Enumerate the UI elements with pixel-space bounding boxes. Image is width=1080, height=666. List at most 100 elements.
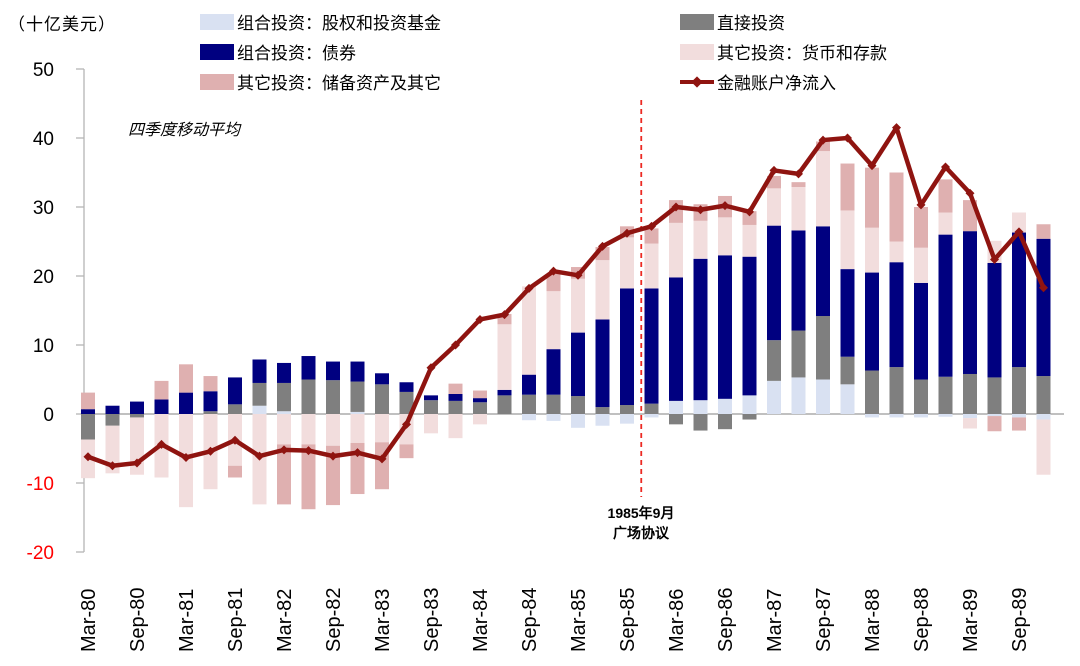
bar-segment-equity	[963, 414, 977, 419]
bar-segment-reserve	[301, 444, 316, 510]
bar-segment-reserve	[228, 465, 242, 478]
bar-segment-bonds	[497, 389, 512, 396]
bar-segment-currency	[326, 414, 340, 446]
bar-segment-bonds	[399, 382, 414, 392]
bar-segment-direct	[228, 404, 242, 414]
legend-label: 直接投资	[717, 14, 785, 33]
net-inflow-marker	[279, 445, 289, 455]
net-inflow-marker	[598, 241, 607, 251]
x-tick-label: Mar-89	[960, 589, 982, 652]
bar-segment-equity	[644, 414, 659, 418]
x-tick-label: Sep-81	[225, 588, 247, 653]
bar-segment-direct	[865, 370, 879, 414]
net-inflow-marker	[83, 452, 93, 462]
net-inflow-marker	[916, 200, 926, 210]
bar-segment-direct	[203, 411, 218, 414]
bar-segment-equity	[522, 414, 536, 421]
bar-segment-direct	[571, 396, 585, 414]
bar-segment-bonds	[130, 401, 144, 414]
bar-segment-bonds	[669, 277, 683, 401]
net-inflow-marker	[720, 201, 730, 211]
net-inflow-marker	[377, 454, 387, 464]
bar-segment-bonds	[375, 373, 389, 385]
x-tick-label: Sep-84	[519, 588, 541, 653]
bar-segment-direct	[522, 394, 536, 414]
bar-segment-currency	[350, 414, 365, 443]
bar-segment-bonds	[203, 391, 218, 412]
x-tick-label: Sep-80	[127, 588, 149, 653]
bar-segment-bonds	[252, 359, 267, 383]
bar-segment-currency	[497, 324, 512, 390]
x-tick-label: Sep-86	[715, 588, 737, 653]
net-inflow-marker	[769, 165, 779, 175]
net-inflow-marker	[157, 439, 166, 449]
bar-segment-equity	[571, 414, 585, 428]
bar-segment-reserve	[914, 207, 928, 248]
bar-segment-reserve	[816, 141, 830, 152]
bar-segment-currency	[889, 241, 904, 263]
net-inflow-marker	[524, 283, 534, 293]
y-tick-label: 20	[33, 267, 54, 288]
legend-item-other-reserve: 其它投资：储备资产及其它	[200, 69, 441, 94]
legend-label: 组合投资：股权和投资基金	[237, 14, 441, 33]
bar-segment-direct	[791, 330, 806, 378]
bar-segment-equity	[693, 400, 708, 414]
bar-segment-direct	[473, 402, 487, 414]
plaza-accord-date: 1985年9月	[607, 505, 675, 521]
bar-segment-equity	[914, 414, 928, 418]
bar-segment-equity	[546, 414, 561, 421]
legend-label: 其它投资：储备资产及其它	[237, 74, 441, 93]
bar-segment-reserve	[938, 179, 953, 213]
bar-segment-reserve	[277, 444, 291, 505]
net-inflow-marker	[941, 162, 950, 172]
bar-segment-currency	[1036, 419, 1051, 475]
net-inflow-marker	[573, 270, 583, 280]
net-inflow-marker	[108, 461, 117, 471]
bar-segment-direct	[326, 380, 340, 414]
net-inflow-marker	[745, 207, 754, 217]
bar-segment-equity	[840, 384, 855, 414]
bar-segment-currency	[473, 414, 487, 425]
x-tick-label: Sep-89	[1009, 588, 1031, 653]
x-tick-label: Mar-81	[176, 589, 198, 652]
bar-segment-bonds	[865, 272, 879, 371]
bar-segment-currency	[522, 286, 536, 375]
x-tick-label: Sep-87	[813, 588, 835, 653]
bar-segment-bonds	[963, 231, 977, 374]
net-inflow-marker	[794, 169, 803, 179]
legend-item-net-inflow-line: 金融账户净流入	[680, 69, 836, 94]
bar-segment-currency	[669, 222, 683, 278]
net-inflow-marker	[206, 446, 215, 456]
bar-segment-bonds	[81, 409, 95, 414]
bar-segment-equity	[767, 380, 781, 414]
net-inflow-marker	[1014, 227, 1024, 237]
net-inflow-marker	[328, 451, 338, 461]
y-axis-unit-label: （十亿美元）	[8, 15, 116, 34]
bar-segment-bonds	[105, 405, 120, 414]
bar-segment-direct	[669, 414, 683, 425]
bar-segment-reserve	[154, 380, 169, 400]
bar-segment-direct	[938, 376, 953, 414]
bar-segment-bonds	[889, 262, 904, 368]
x-tick-label: Mar-87	[764, 589, 786, 652]
bar-segment-currency	[718, 217, 732, 256]
bar-segment-reserve	[840, 163, 855, 211]
bar-segment-bonds	[938, 234, 953, 377]
bar-segment-equity	[742, 395, 757, 414]
bar-segment-currency	[375, 414, 389, 443]
net-inflow-marker	[181, 452, 191, 462]
y-tick-label: 50	[33, 60, 54, 81]
bar-segment-direct	[399, 391, 414, 414]
legend-item-portfolio-bonds: 组合投资：债券	[200, 39, 356, 64]
bar-segment-currency	[816, 151, 830, 227]
bar-segment-direct	[424, 400, 438, 414]
bar-segment-bonds	[718, 255, 732, 399]
bar-segment-reserve	[399, 444, 414, 459]
bar-segment-equity	[1036, 414, 1051, 420]
bar-segment-bonds	[228, 377, 242, 405]
bar-segment-direct	[81, 414, 95, 440]
bar-segment-bonds	[767, 225, 781, 341]
bar-segment-bonds	[840, 269, 855, 357]
bar-segment-bonds	[522, 374, 536, 395]
